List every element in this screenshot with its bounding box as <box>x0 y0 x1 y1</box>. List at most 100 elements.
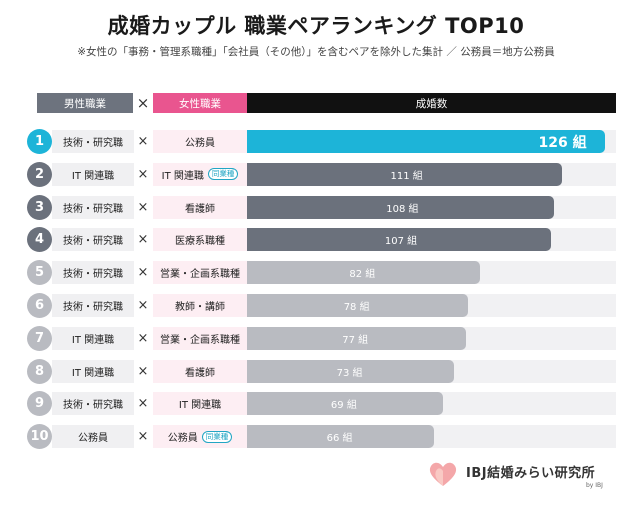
rank-badge: 10 <box>27 424 52 450</box>
ranking-row: 7 IT 関連職 × 営業・企画系職種 77 組 <box>0 325 632 352</box>
bar-track: 107 組 <box>247 228 616 252</box>
rank-badge: 5 <box>27 260 52 286</box>
male-occupation-cell: 技術・研究職 <box>52 261 134 285</box>
male-occupation-label: 技術・研究職 <box>63 138 123 149</box>
value-label: 66 組 <box>326 433 353 445</box>
female-occupation-label: IT 関連職 <box>178 400 222 412</box>
value-bar <box>247 195 554 219</box>
female-occupation-label: 営業・企画系職種 <box>160 269 240 281</box>
ranking-row: 2 IT 関連職 × IT 関連職 同業種 111 組 <box>0 161 632 188</box>
logo-by: by IBJ <box>586 482 603 489</box>
female-occupation-label: 看護師 <box>185 203 215 215</box>
marriage-count-header: 成婚数 <box>247 93 616 113</box>
male-occupation-label: 公務員 <box>78 433 108 445</box>
female-occupation-cell: 公務員 <box>153 130 247 153</box>
value-label: 73 組 <box>336 367 363 379</box>
value-bar <box>247 162 563 186</box>
times-mark: × <box>137 298 149 313</box>
male-occupation-label: IT 関連職 <box>71 367 115 379</box>
chart-title: 成婚カップル 職業ペアランキング TOP10 <box>107 14 525 38</box>
female-occupation-cell: IT 関連職 <box>153 392 247 416</box>
times-mark: × <box>137 396 149 412</box>
bar-track: 111 組 <box>247 162 616 186</box>
male-occupation-label: IT 関連職 <box>71 334 115 346</box>
times-mark: × <box>137 265 149 281</box>
value-label: 77 組 <box>342 334 369 346</box>
ranking-row: 1 技術・研究職 × 公務員 126 組 <box>0 129 632 155</box>
female-occupation-cell: 公務員 同業種 <box>153 425 247 449</box>
female-occupation-label: 医療系職種 <box>175 236 225 248</box>
female-occupation-cell: IT 関連職 同業種 <box>153 162 247 186</box>
female-occupation-label: 教師・講師 <box>175 302 225 313</box>
rank-badge: 6 <box>27 293 52 318</box>
male-occupation-cell: 技術・研究職 <box>52 392 134 416</box>
times-mark: × <box>137 166 149 182</box>
same-industry-tag: 同業種 <box>201 430 233 443</box>
female-occupation-cell: 医療系職種 <box>153 228 247 252</box>
rank-badge: 2 <box>27 161 52 187</box>
male-occupation-label: 技術・研究職 <box>63 269 123 281</box>
male-occupation-label: IT 関連職 <box>71 170 115 182</box>
female-occupation-label: IT 関連職 <box>161 170 204 182</box>
value-bar <box>247 326 466 350</box>
male-occupation-cell: 技術・研究職 <box>52 294 134 317</box>
times-mark: × <box>137 232 149 248</box>
bar-track: 73 組 <box>247 359 616 383</box>
same-industry-tag: 同業種 <box>207 168 239 181</box>
rank-badge: 3 <box>27 194 52 220</box>
rank-badge: 7 <box>27 325 52 351</box>
female-occupation-label: 看護師 <box>185 367 215 379</box>
male-occupation-label: 技術・研究職 <box>63 236 123 248</box>
value-label: 107 組 <box>384 236 418 248</box>
male-occupation-cell: 公務員 <box>52 425 134 449</box>
male-occupation-cell: 技術・研究職 <box>52 130 134 153</box>
male-occupation-cell: 技術・研究職 <box>52 228 134 252</box>
ranking-row: 10 公務員 × 公務員 同業種 66 組 <box>0 424 632 450</box>
female-occupation-label: 営業・企画系職種 <box>160 334 240 346</box>
bar-track: 78 組 <box>247 294 616 317</box>
bar-track: 69 組 <box>247 392 616 416</box>
bar-track: 77 組 <box>247 326 616 350</box>
male-occupation-label: 技術・研究職 <box>63 400 123 412</box>
rank-badge: 9 <box>27 391 52 417</box>
male-occupation-cell: IT 関連職 <box>52 162 134 186</box>
value-bar <box>247 359 455 383</box>
value-bar <box>247 130 605 153</box>
ranking-row: 8 IT 関連職 × 看護師 73 組 <box>0 358 632 385</box>
rank-badge: 1 <box>27 129 52 154</box>
times-mark: × <box>137 330 149 346</box>
value-bar <box>247 261 480 285</box>
times-header: × <box>136 94 150 112</box>
male-occupation-label: 技術・研究職 <box>63 302 123 313</box>
value-label: 111 組 <box>390 170 423 182</box>
value-label: 69 組 <box>330 400 357 412</box>
times-mark: × <box>137 134 149 149</box>
female-occupation-header: 女性職業 <box>153 93 247 113</box>
bar-track: 108 組 <box>247 195 616 219</box>
female-occupation-cell: 営業・企画系職種 <box>153 261 247 285</box>
value-label: 82 組 <box>349 269 376 281</box>
female-occupation-label: 公務員 <box>185 138 215 149</box>
times-mark: × <box>137 363 149 379</box>
ranking-row: 4 技術・研究職 × 医療系職種 107 組 <box>0 227 632 253</box>
male-occupation-label: 技術・研究職 <box>63 203 123 215</box>
female-occupation-cell: 看護師 <box>153 195 247 219</box>
value-label: 126 組 <box>538 134 587 151</box>
rank-badge: 4 <box>27 227 52 253</box>
value-label: 78 組 <box>343 302 370 313</box>
male-occupation-header: 男性職業 <box>37 93 133 113</box>
male-occupation-cell: IT 関連職 <box>52 359 134 383</box>
heart-logo-icon <box>429 462 457 486</box>
female-occupation-cell: 看護師 <box>153 359 247 383</box>
times-mark: × <box>137 429 149 445</box>
ranking-row: 9 技術・研究職 × IT 関連職 69 組 <box>0 391 632 417</box>
ranking-row: 5 技術・研究職 × 営業・企画系職種 82 組 <box>0 260 632 286</box>
female-occupation-cell: 教師・講師 <box>153 294 247 317</box>
female-occupation-label: 公務員 <box>167 433 198 445</box>
bar-track: 82 組 <box>247 261 616 285</box>
logo-name: IBJ結婚みらい研究所 <box>466 466 596 481</box>
male-occupation-cell: IT 関連職 <box>52 326 134 350</box>
chart-subtitle: ※女性の「事務・管理系職種」「会社員（その他）」を含むペアを除外した集計 ／ 公… <box>77 46 555 58</box>
value-bar <box>247 294 469 317</box>
value-bar <box>247 392 443 416</box>
